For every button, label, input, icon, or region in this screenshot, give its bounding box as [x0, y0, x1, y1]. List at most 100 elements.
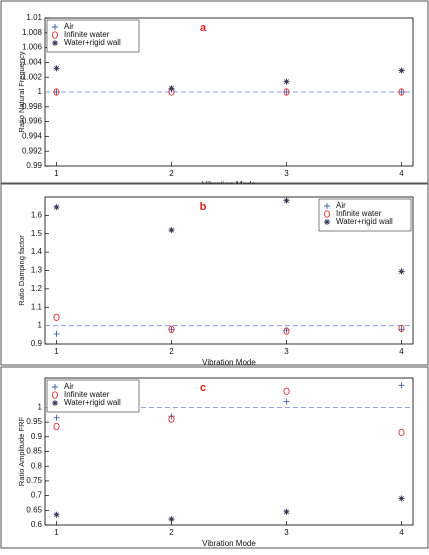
y-tick-label: 1.4: [31, 247, 43, 256]
marker: [398, 89, 405, 95]
y-tick-label: 1.002: [22, 72, 43, 81]
marker: [398, 67, 405, 74]
marker: [168, 227, 175, 234]
marker: [53, 330, 60, 337]
marker: [53, 204, 60, 211]
marker: [398, 428, 405, 437]
y-tick-label: 1: [38, 321, 43, 330]
legend-label: Infinite water: [64, 30, 110, 39]
marker: [168, 415, 175, 423]
y-tick-label: 0.992: [22, 146, 43, 155]
marker: [53, 65, 60, 72]
legend-marker: [324, 203, 330, 209]
x-tick-label: 1: [54, 169, 59, 178]
legend-box: [46, 19, 140, 53]
y-tick-label: 1.1: [31, 302, 43, 311]
marker: [398, 88, 405, 96]
legend-marker: [52, 24, 58, 30]
y-axis-label: Ratio Amplitude FRF: [17, 416, 26, 486]
panel: 0.99 0.992 0.994 0.996 0.998 1 1.002 1.004 1.006…: [0, 0, 429, 189]
legend-box: [318, 198, 412, 232]
y-axis-label: Ratio Natural Frequency: [17, 51, 26, 133]
x-tick-label: 3: [284, 528, 289, 537]
y-axis-label: Ratio Damping factor: [17, 235, 26, 306]
marker: [398, 268, 405, 275]
legend-label: Air: [336, 201, 346, 210]
y-tick-label: 0.9: [31, 339, 43, 348]
y-tick-label: 1.004: [22, 58, 43, 67]
x-tick-label: 1: [54, 528, 59, 537]
marker: [53, 422, 60, 431]
y-tick-label: 1.01: [26, 13, 42, 22]
x-tick-label: 2: [169, 169, 174, 178]
x-tick-label: 4: [399, 169, 404, 178]
y-tick-label: 0.75: [26, 476, 42, 485]
panel-label: c: [200, 382, 206, 394]
y-tick-label: 0.95: [26, 417, 42, 426]
marker: [53, 88, 60, 96]
marker: [283, 327, 290, 335]
y-tick-label: 0.99: [26, 161, 42, 170]
legend-marker: [52, 384, 58, 390]
marker: [168, 85, 175, 92]
x-tick-label: 2: [169, 528, 174, 537]
y-tick-label: 0.6: [31, 520, 43, 529]
y-tick-label: 0.7: [31, 491, 43, 500]
y-tick-label: 1: [38, 403, 43, 412]
x-axis-label: Vibration Mode: [202, 358, 256, 367]
panel: 0.6 0.65 0.7 0.75 0.8 0.85 0.9 0.95 1 1 2 3 4 Vibrati…: [0, 366, 429, 549]
x-tick-label: 3: [284, 169, 289, 178]
marker: [53, 313, 60, 322]
y-tick-label: 1.5: [31, 229, 43, 238]
marker: [283, 89, 290, 95]
marker: [53, 511, 60, 518]
y-tick-label: 0.85: [26, 447, 42, 456]
panel-label: a: [200, 22, 207, 34]
marker: [398, 324, 405, 333]
legend-marker: [51, 31, 59, 39]
marker: [168, 516, 175, 523]
x-tick-label: 1: [54, 347, 59, 356]
legend-box: [46, 379, 140, 413]
y-tick-label: 1.6: [31, 210, 43, 219]
y-tick-label: 0.994: [22, 132, 43, 141]
marker: [53, 414, 60, 421]
y-tick-label: 0.998: [22, 102, 43, 111]
marker: [168, 326, 175, 333]
y-tick-label: 0.996: [22, 117, 43, 126]
y-tick-label: 1: [38, 87, 43, 96]
legend-marker: [52, 40, 58, 46]
legend-label: Air: [64, 382, 74, 391]
legend-label: Water+rigid wall: [64, 398, 121, 407]
legend-label: Water+rigid wall: [64, 38, 121, 47]
legend-label: Infinite water: [64, 390, 110, 399]
panel-label: b: [200, 201, 207, 213]
marker: [398, 382, 405, 389]
legend-marker: [323, 210, 331, 218]
y-tick-label: 1.008: [22, 28, 43, 37]
panel: 0.9 1 1.1 1.2 1.3 1.4 1.5 1.6 1 2 3 4 Vibration Mode…: [0, 183, 429, 367]
legend-label: Water+rigid wall: [336, 217, 393, 226]
y-tick-label: 1.3: [31, 266, 43, 275]
marker: [168, 325, 175, 333]
y-tick-label: 0.9: [31, 432, 43, 441]
x-tick-label: 4: [399, 528, 404, 537]
y-tick-label: 1.2: [31, 284, 43, 293]
marker: [283, 88, 290, 96]
x-tick-label: 3: [284, 347, 289, 356]
marker: [283, 78, 290, 85]
marker: [398, 495, 405, 502]
legend-marker: [51, 391, 59, 399]
marker: [283, 387, 290, 395]
x-tick-label: 2: [169, 347, 174, 356]
y-tick-label: 1.006: [22, 43, 43, 52]
marker: [53, 89, 60, 95]
x-axis-label: Vibration Mode: [202, 539, 256, 548]
legend-marker: [324, 219, 330, 225]
marker: [283, 398, 290, 405]
y-tick-label: 0.8: [31, 461, 43, 470]
legend-label: Air: [64, 22, 74, 31]
